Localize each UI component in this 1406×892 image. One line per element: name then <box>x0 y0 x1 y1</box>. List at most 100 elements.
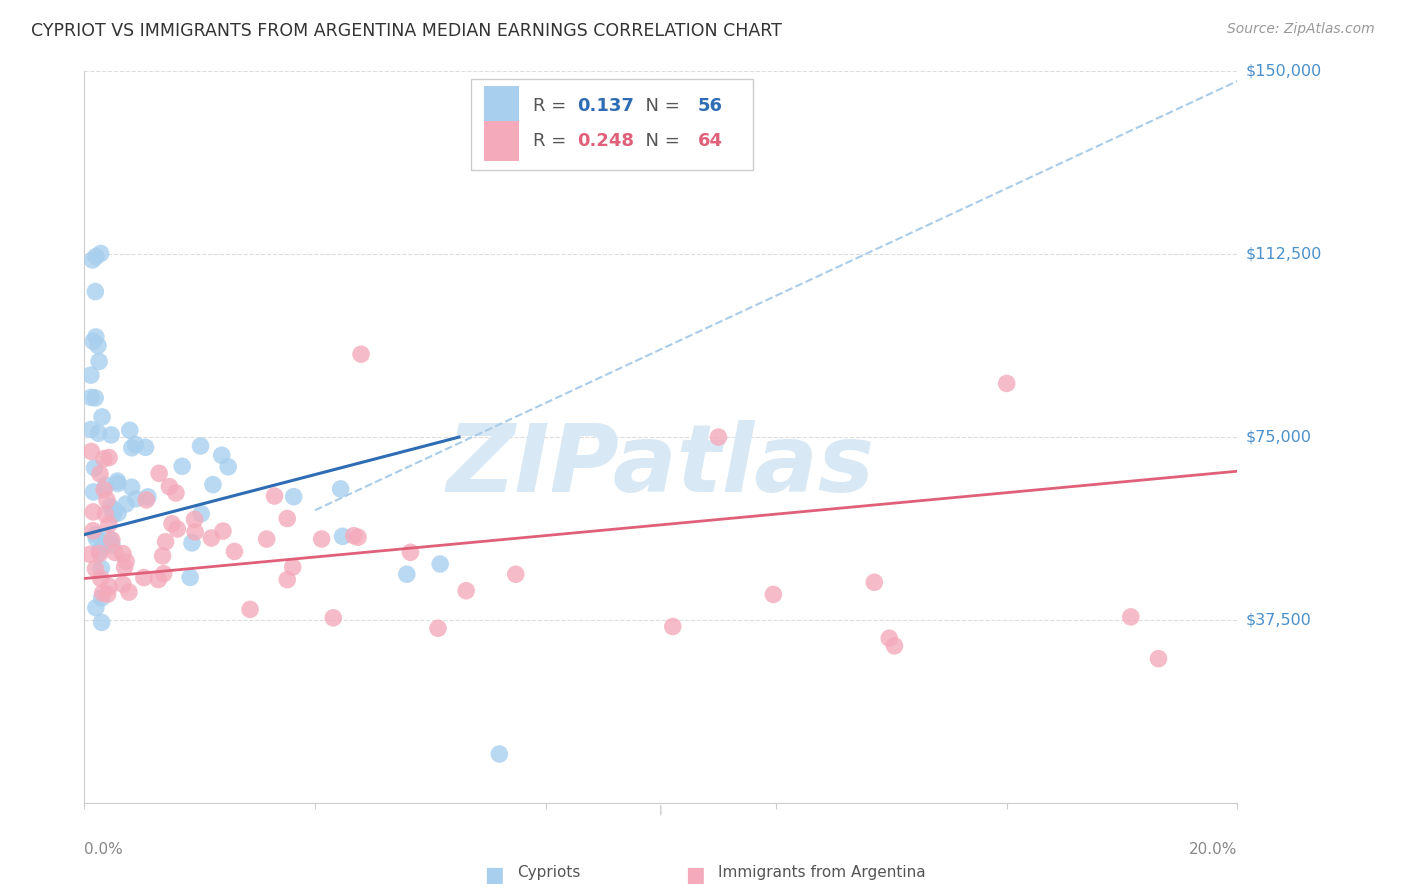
Point <box>166 522 188 536</box>
Point <box>322 611 344 625</box>
Point <box>429 557 451 571</box>
Point <box>1147 651 1170 665</box>
Point <box>121 441 143 455</box>
Point <box>80 422 103 436</box>
Point <box>200 531 222 545</box>
Point <box>84 250 107 264</box>
Point <box>89 544 111 558</box>
Point <box>136 490 159 504</box>
Point <box>707 430 730 444</box>
Point <box>152 566 174 581</box>
Point <box>121 480 143 494</box>
Point <box>82 252 104 267</box>
Point <box>179 570 201 584</box>
Point <box>93 537 115 551</box>
Point <box>276 511 298 525</box>
Point <box>183 512 205 526</box>
Point <box>90 246 112 260</box>
Point <box>90 591 112 605</box>
Point <box>114 560 136 574</box>
Point <box>84 330 107 344</box>
Point <box>239 602 262 616</box>
Point <box>427 621 450 635</box>
Text: 0.248: 0.248 <box>576 132 634 150</box>
Point <box>82 505 104 519</box>
Point <box>91 586 114 600</box>
Point <box>97 517 120 532</box>
Text: R =: R = <box>533 132 572 150</box>
Point <box>399 545 422 559</box>
Text: ZIPatlas: ZIPatlas <box>447 420 875 512</box>
Point <box>395 567 418 582</box>
Point <box>190 507 212 521</box>
Point <box>877 631 900 645</box>
Point <box>93 483 115 497</box>
Point <box>111 547 134 561</box>
Point <box>79 547 101 561</box>
Point <box>98 532 121 546</box>
Point <box>115 554 138 568</box>
Text: R =: R = <box>533 97 572 115</box>
Text: 0.0%: 0.0% <box>84 842 124 856</box>
Point <box>1119 610 1142 624</box>
Point <box>135 440 157 454</box>
Point <box>155 534 177 549</box>
Point <box>115 497 138 511</box>
Point <box>350 347 373 361</box>
Point <box>94 507 117 521</box>
Point <box>100 500 122 514</box>
Text: 64: 64 <box>697 132 723 150</box>
Point <box>505 567 527 582</box>
Point <box>80 368 103 383</box>
Point <box>101 533 124 547</box>
Text: $150,000: $150,000 <box>1246 64 1322 78</box>
Point <box>488 747 510 761</box>
Point <box>217 459 239 474</box>
Point <box>84 600 107 615</box>
Text: $37,500: $37,500 <box>1246 613 1312 627</box>
Point <box>100 428 122 442</box>
Point <box>98 580 121 594</box>
Point <box>84 527 107 541</box>
Point <box>90 561 112 575</box>
Point <box>332 529 354 543</box>
Point <box>105 474 128 488</box>
Point <box>883 639 905 653</box>
Point <box>329 482 352 496</box>
Point <box>184 524 207 539</box>
Point <box>124 437 146 451</box>
Point <box>87 354 110 368</box>
Point <box>211 448 233 462</box>
Text: Cypriots: Cypriots <box>517 865 581 880</box>
Point <box>94 478 117 492</box>
Text: ■: ■ <box>686 865 706 885</box>
Point <box>256 532 278 546</box>
Bar <box>485 120 519 161</box>
Point <box>82 524 104 538</box>
Point <box>172 459 194 474</box>
Point <box>91 409 114 424</box>
Point <box>107 476 129 491</box>
Point <box>104 545 127 559</box>
Point <box>152 549 174 563</box>
Point <box>212 524 235 538</box>
Text: 20.0%: 20.0% <box>1189 842 1237 856</box>
Point <box>84 285 107 299</box>
Point <box>86 532 108 546</box>
Text: ■: ■ <box>484 865 503 885</box>
Text: 56: 56 <box>697 97 723 115</box>
Text: N =: N = <box>634 97 686 115</box>
Point <box>148 573 170 587</box>
Point <box>98 450 121 465</box>
Point <box>276 573 298 587</box>
Point <box>281 560 304 574</box>
FancyBboxPatch shape <box>471 78 754 170</box>
Point <box>103 508 125 522</box>
Point <box>90 572 112 586</box>
Point <box>157 480 180 494</box>
Point <box>101 538 124 552</box>
Point <box>165 486 187 500</box>
Point <box>82 334 104 349</box>
Point <box>87 426 110 441</box>
Bar <box>485 87 519 127</box>
